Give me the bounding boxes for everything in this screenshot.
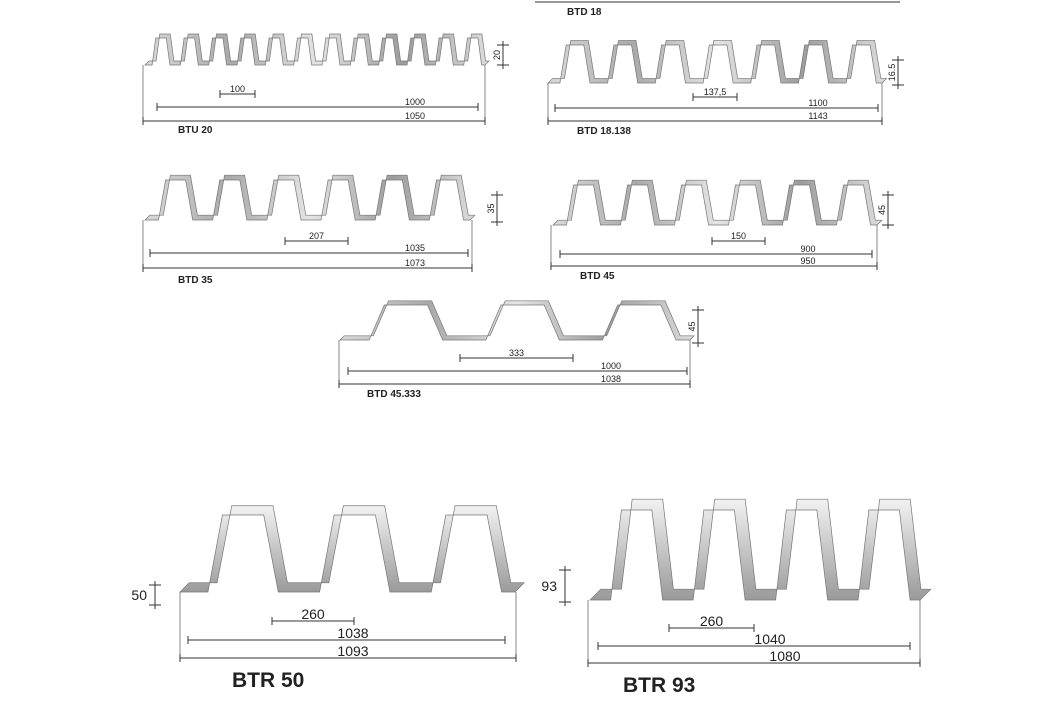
height-text: 20 — [492, 50, 502, 60]
dimension-text: 207 — [309, 231, 324, 241]
height-text: 35 — [486, 203, 496, 213]
profile-label: BTD 18.138 — [577, 126, 631, 137]
dimension-text: 1050 — [405, 111, 425, 121]
dimension-text: 1035 — [405, 243, 425, 253]
profile-label: BTD 18 — [567, 7, 602, 18]
profile-sheet-shape — [589, 498, 932, 601]
profile-label: BTR 50 — [232, 669, 304, 692]
height-text: 93 — [541, 578, 557, 594]
dimension-text: 1038 — [601, 374, 621, 384]
dimension-text: 1000 — [601, 361, 621, 371]
profile-sheet-shape — [144, 33, 490, 66]
dimension-text: 1143 — [808, 111, 827, 121]
profile-sheet-shape — [339, 300, 696, 341]
height-text: 45 — [687, 321, 697, 331]
dimension-text: 137,5 — [704, 87, 727, 97]
profile-label: BTD 45 — [580, 271, 615, 282]
dimension-text: 260 — [301, 606, 325, 622]
profile-sheet-shape — [179, 505, 526, 593]
dimension-text: 1073 — [405, 258, 425, 268]
dimension-text: 1000 — [405, 97, 425, 107]
height-text: 50 — [131, 587, 147, 603]
dimension-text: 950 — [800, 256, 815, 266]
dimension-text: 150 — [731, 231, 746, 241]
dimension-text: 260 — [700, 613, 724, 629]
profile-label: BTD 35 — [178, 275, 213, 286]
profile-sheet-shape — [547, 40, 888, 84]
profile-label: BTU 20 — [178, 125, 213, 136]
profile-label: BTR 93 — [623, 674, 695, 697]
dimension-text: 100 — [230, 84, 245, 94]
dimension-text: 1100 — [808, 98, 827, 108]
dimension-text: 900 — [800, 244, 815, 254]
dimension-text: 1038 — [337, 625, 368, 641]
dimension-text: 1093 — [337, 643, 368, 659]
profile-sheet-shape — [144, 174, 476, 221]
profile-label: BTD 45.333 — [367, 389, 421, 400]
height-text: 16.5 — [887, 64, 897, 82]
dimension-text: 1040 — [754, 631, 785, 647]
dimension-text: 333 — [509, 348, 524, 358]
dimension-text: 1080 — [769, 648, 800, 664]
profile-sheet-shape — [552, 179, 883, 226]
height-text: 45 — [877, 205, 887, 215]
